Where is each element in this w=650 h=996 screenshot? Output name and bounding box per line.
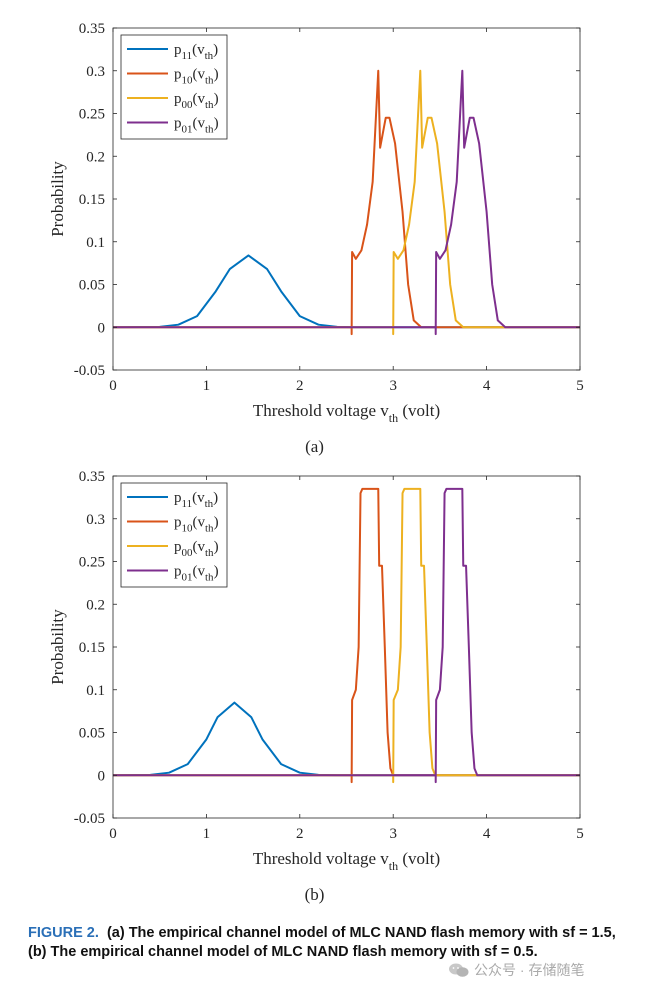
series-line-p00 xyxy=(113,487,580,784)
series-line-p00 xyxy=(113,69,580,336)
series-line-p01 xyxy=(113,69,580,336)
x-tick-label: 4 xyxy=(483,378,491,394)
y-axis-label: Probability xyxy=(48,609,67,685)
x-tick-label: 2 xyxy=(296,378,304,394)
legend-label-p00: p00(vth) xyxy=(174,539,219,559)
y-tick-label: 0.05 xyxy=(79,278,105,294)
y-tick-label: 0.2 xyxy=(86,597,105,613)
series-line-p10 xyxy=(113,487,580,784)
x-tick-label: 2 xyxy=(296,826,304,842)
y-tick-label: 0.15 xyxy=(79,640,105,656)
panel-label: (a) xyxy=(305,437,324,456)
series-line-p01 xyxy=(113,487,580,784)
chart-a: 0 1 2 3 4 5-0.0500.050.10.150.20.250.30.35Thr… xyxy=(48,21,584,456)
watermark: 公众号 · 存储随笔 xyxy=(448,960,584,980)
panel-label: (b) xyxy=(305,885,325,904)
wechat-icon xyxy=(449,963,469,977)
x-tick-label: 5 xyxy=(576,826,584,842)
y-tick-label: 0.2 xyxy=(86,149,105,165)
legend-label-p00: p00(vth) xyxy=(174,91,219,111)
legend-label-p01: p01(vth) xyxy=(174,564,219,584)
y-tick-label: 0.05 xyxy=(79,726,105,742)
x-tick-label: 0 xyxy=(109,378,117,394)
x-tick-label: 0 xyxy=(109,826,117,842)
series-line-p10 xyxy=(113,69,580,336)
figure-caption: FIGURE 2. (a) The empirical channel mode… xyxy=(28,924,618,962)
x-axis-label: Threshold voltage vth (volt) xyxy=(253,401,440,425)
x-axis-label: Threshold voltage vth (volt) xyxy=(253,849,440,873)
x-tick-label: 3 xyxy=(389,378,397,394)
watermark-text: 公众号 · 存储随笔 xyxy=(474,962,585,978)
x-tick-label: 1 xyxy=(203,826,211,842)
y-tick-label: 0.3 xyxy=(86,512,105,528)
y-tick-label: -0.05 xyxy=(74,811,105,827)
caption-label: FIGURE 2. xyxy=(28,925,99,941)
y-tick-label: 0.3 xyxy=(86,64,105,80)
legend-label-p11: p11(vth) xyxy=(174,490,218,510)
y-tick-label: 0.25 xyxy=(79,555,105,571)
y-tick-label: 0.1 xyxy=(86,683,105,699)
x-tick-label: 4 xyxy=(483,826,491,842)
y-tick-label: -0.05 xyxy=(74,363,105,379)
legend-label-p11: p11(vth) xyxy=(174,42,218,62)
chart-b: 0 1 2 3 4 5-0.0500.050.10.150.20.250.30.35Thr… xyxy=(48,469,584,904)
x-tick-label: 5 xyxy=(576,378,584,394)
y-tick-label: 0.15 xyxy=(79,192,105,208)
x-tick-label: 3 xyxy=(389,826,397,842)
caption-text: (a) The empirical channel model of MLC N… xyxy=(28,925,616,960)
y-tick-label: 0.1 xyxy=(86,235,105,251)
legend-label-p01: p01(vth) xyxy=(174,116,219,136)
y-tick-label: 0.35 xyxy=(79,469,105,485)
y-tick-label: 0.35 xyxy=(79,21,105,37)
legend-label-p10: p10(vth) xyxy=(174,67,219,87)
y-axis-label: Probability xyxy=(48,161,67,237)
legend-label-p10: p10(vth) xyxy=(174,515,219,535)
y-tick-label: 0 xyxy=(98,768,106,784)
x-tick-label: 1 xyxy=(203,378,211,394)
y-tick-label: 0 xyxy=(98,320,106,336)
y-tick-label: 0.25 xyxy=(79,107,105,123)
